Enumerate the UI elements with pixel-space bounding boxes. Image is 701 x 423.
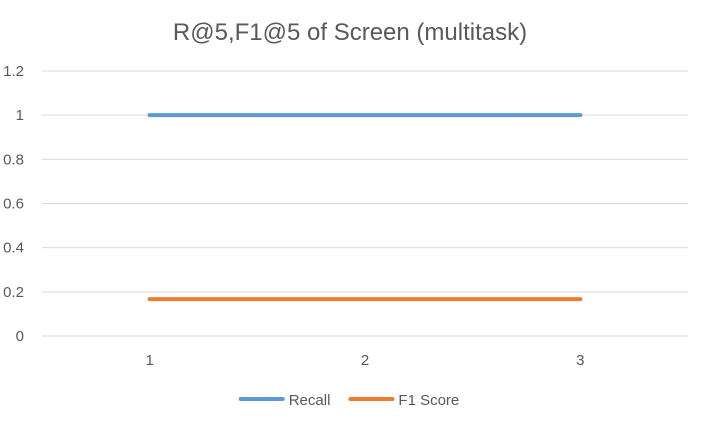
y-tick-label: 0.8 xyxy=(3,151,24,168)
x-tick-label: 1 xyxy=(145,352,153,369)
y-tick-label: 0 xyxy=(16,328,24,345)
legend-label: F1 Score xyxy=(398,392,459,409)
y-tick-label: 1.2 xyxy=(3,63,24,80)
x-tick-label: 3 xyxy=(576,352,584,369)
x-axis-tick-labels: 1 2 3 xyxy=(145,352,584,369)
y-tick-label: 0.6 xyxy=(3,196,24,213)
y-tick-label: 0.4 xyxy=(3,240,24,257)
y-tick-label: 1 xyxy=(16,107,24,124)
chart-title: R@5,F1@5 of Screen (multitask) xyxy=(173,19,527,46)
legend-label: Recall xyxy=(289,392,331,409)
y-tick-label: 0.2 xyxy=(3,284,24,301)
legend: Recall F1 Score xyxy=(238,392,459,409)
x-tick-label: 2 xyxy=(361,352,369,369)
y-axis-tick-labels: 0 0.2 0.4 0.6 0.8 1 1.2 xyxy=(3,63,24,345)
series-lines xyxy=(147,113,583,302)
gridlines xyxy=(42,70,688,337)
